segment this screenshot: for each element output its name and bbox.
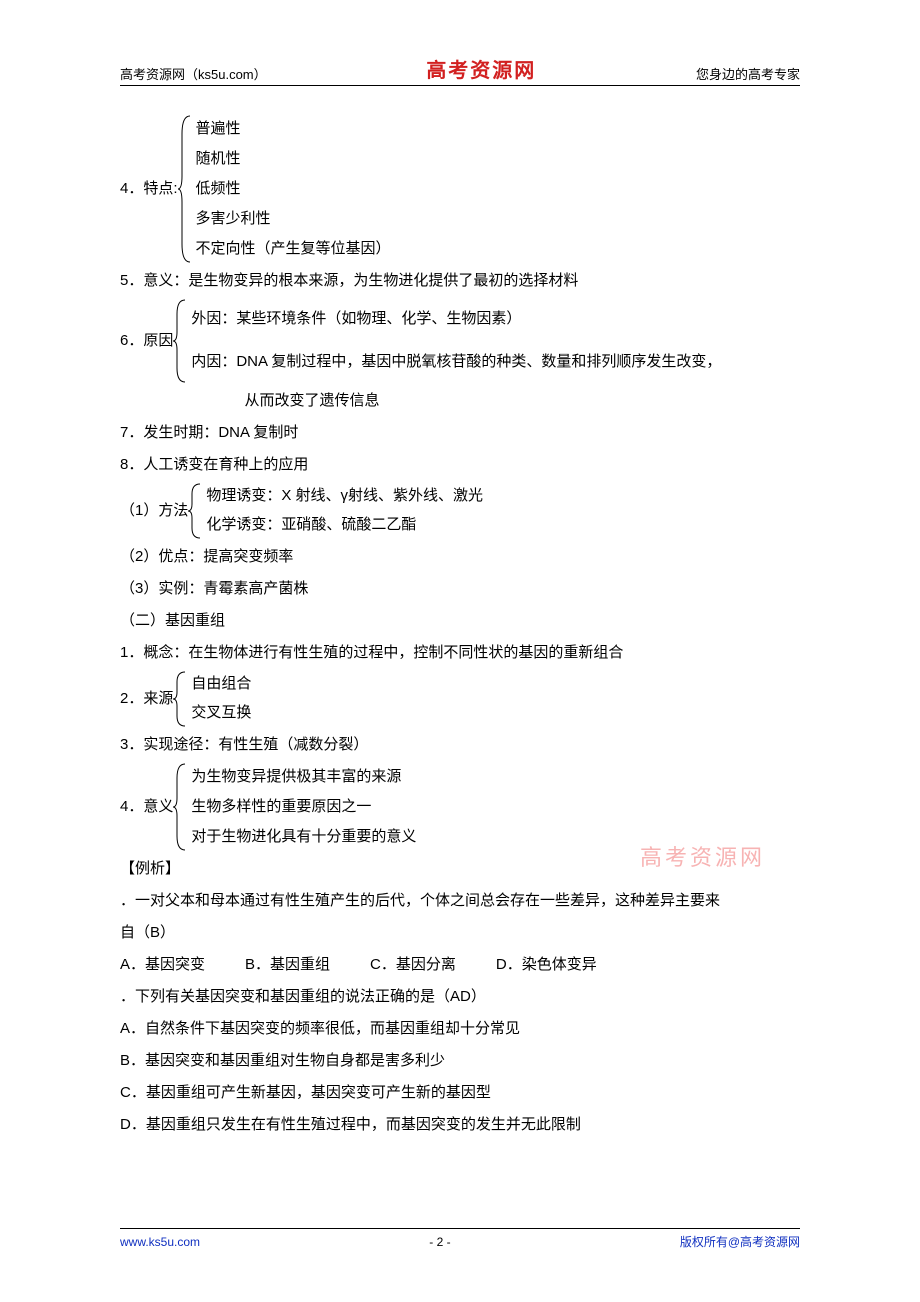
part2-s4-label: 4．意义 <box>120 762 173 852</box>
q1-stem: ．一对父本和母本通过有性生殖产生的后代，个体之间总会存在一些差异，这种差异主要来 <box>120 886 800 916</box>
q2-opt-b: B．基因突变和基因重组对生物自身都是害多利少 <box>120 1046 800 1076</box>
footer-url: www.ks5u.com <box>120 1235 200 1249</box>
section-8-title: 8．人工诱变在育种上的应用 <box>120 450 800 480</box>
part2-s2: 2．来源 自由组合 交叉互换 <box>120 670 800 728</box>
sec6-item: 内因：DNA 复制过程中，基因中脱氧核苷酸的种类、数量和排列顺序发生改变， <box>191 348 721 377</box>
q1-opt-b: B．基因重组 <box>245 950 330 980</box>
sec4-item: 低频性 <box>196 175 391 204</box>
section-8-line2: （2）优点：提高突变频率 <box>120 542 800 572</box>
part2-s1: 1．概念：在生物体进行有性生殖的过程中，控制不同性状的基因的重新组合 <box>120 638 800 668</box>
part2-s4-item: 生物多样性的重要原因之一 <box>191 793 416 822</box>
header-title: 高考资源网 <box>426 54 536 83</box>
brace-icon <box>173 298 187 384</box>
q1-opt-c: C．基因分离 <box>370 950 456 980</box>
q2-opt-a: A．自然条件下基因突变的频率很低，而基因重组却十分常见 <box>120 1014 800 1044</box>
part2-s4-item: 为生物变异提供极其丰富的来源 <box>191 763 416 792</box>
page-body: 4．特点: 普遍性 随机性 低频性 多害少利性 不定向性（产生复等位基因） 5．… <box>120 114 800 1140</box>
part2-s4-item: 对于生物进化具有十分重要的意义 <box>191 823 416 852</box>
q1-opt-d: D．染色体变异 <box>496 950 597 980</box>
sec4-item: 随机性 <box>196 145 391 174</box>
section-4: 4．特点: 普遍性 随机性 低频性 多害少利性 不定向性（产生复等位基因） <box>120 114 800 264</box>
q2-opt-c: C．基因重组可产生新基因，基因突变可产生新的基因型 <box>120 1078 800 1108</box>
section-8-methods: （1）方法 物理诱变：X 射线、γ射线、紫外线、激光 化学诱变：亚硝酸、硫酸二乙… <box>120 482 800 540</box>
sec4-item: 多害少利性 <box>196 205 391 234</box>
part2-s2-item: 自由组合 <box>191 670 251 699</box>
brace-icon <box>173 670 187 728</box>
sec8-m1-item: 化学诱变：亚硝酸、硫酸二乙酯 <box>206 511 483 540</box>
q1-stem2: 自（B） <box>120 918 800 948</box>
section-4-label: 4．特点: <box>120 114 178 264</box>
brace-icon <box>178 114 192 264</box>
part2-s2-item: 交叉互换 <box>191 699 251 728</box>
sec6-item: 外因：某些环境条件（如物理、化学、生物因素） <box>191 305 721 334</box>
header-left: 高考资源网（ks5u.com） <box>120 64 267 83</box>
brace-icon <box>188 482 202 540</box>
q2-opt-d: D．基因重组只发生在有性生殖过程中，而基因突变的发生并无此限制 <box>120 1110 800 1140</box>
section-6: 6．原因 外因：某些环境条件（如物理、化学、生物因素） 内因：DNA 复制过程中… <box>120 298 800 384</box>
sec4-item: 普遍性 <box>196 115 391 144</box>
section-6-label: 6．原因 <box>120 298 173 384</box>
footer-page-number: - 2 - <box>429 1235 450 1249</box>
section-8-line3: （3）实例：青霉素高产菌株 <box>120 574 800 604</box>
section-7: 7．发生时期：DNA 复制时 <box>120 418 800 448</box>
part2-heading: （二）基因重组 <box>120 606 800 636</box>
q1-options: A．基因突变 B．基因重组 C．基因分离 D．染色体变异 <box>120 950 800 980</box>
part2-s2-label: 2．来源 <box>120 670 173 728</box>
footer-copyright: 版权所有@高考资源网 <box>680 1233 800 1250</box>
sec8-m1-item: 物理诱变：X 射线、γ射线、紫外线、激光 <box>206 482 483 511</box>
part2-s4: 4．意义 为生物变异提供极其丰富的来源 生物多样性的重要原因之一 对于生物进化具… <box>120 762 800 852</box>
sec4-item: 不定向性（产生复等位基因） <box>196 235 391 264</box>
page-footer: www.ks5u.com - 2 - 版权所有@高考资源网 <box>120 1228 800 1250</box>
q1-opt-a: A．基因突变 <box>120 950 205 980</box>
section-6-tail: 从而改变了遗传信息 <box>120 386 800 416</box>
brace-icon <box>173 762 187 852</box>
part2-s3: 3．实现途径：有性生殖（减数分裂） <box>120 730 800 760</box>
q2-stem: ．下列有关基因突变和基因重组的说法正确的是（AD） <box>120 982 800 1012</box>
section-8-m1-label: （1）方法 <box>120 482 188 540</box>
page-header: 高考资源网（ks5u.com） 高考资源网 您身边的高考专家 <box>120 54 800 86</box>
section-5: 5．意义：是生物变异的根本来源，为生物进化提供了最初的选择材料 <box>120 266 800 296</box>
header-right: 您身边的高考专家 <box>696 64 800 83</box>
examples-heading: 【例析】 <box>120 854 800 884</box>
